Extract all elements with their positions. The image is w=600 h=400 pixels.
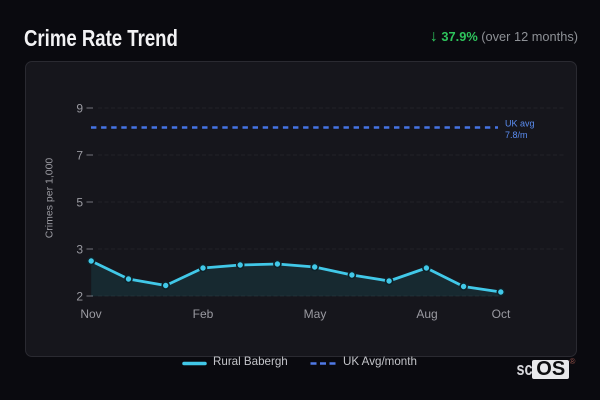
svg-text:2: 2 <box>76 290 83 304</box>
svg-text:7.8/m: 7.8/m <box>505 130 528 140</box>
svg-text:Feb: Feb <box>193 307 214 321</box>
svg-text:May: May <box>304 307 327 321</box>
svg-text:UK avg: UK avg <box>505 119 535 129</box>
svg-text:Aug: Aug <box>416 307 437 321</box>
svg-text:Oct: Oct <box>492 307 511 321</box>
svg-text:7: 7 <box>76 149 83 163</box>
svg-text:Nov: Nov <box>80 307 101 321</box>
svg-text:3: 3 <box>76 243 83 257</box>
svg-text:9: 9 <box>76 102 83 116</box>
svg-text:5: 5 <box>76 196 83 210</box>
svg-text:Crimes per 1,000: Crimes per 1,000 <box>44 158 56 239</box>
